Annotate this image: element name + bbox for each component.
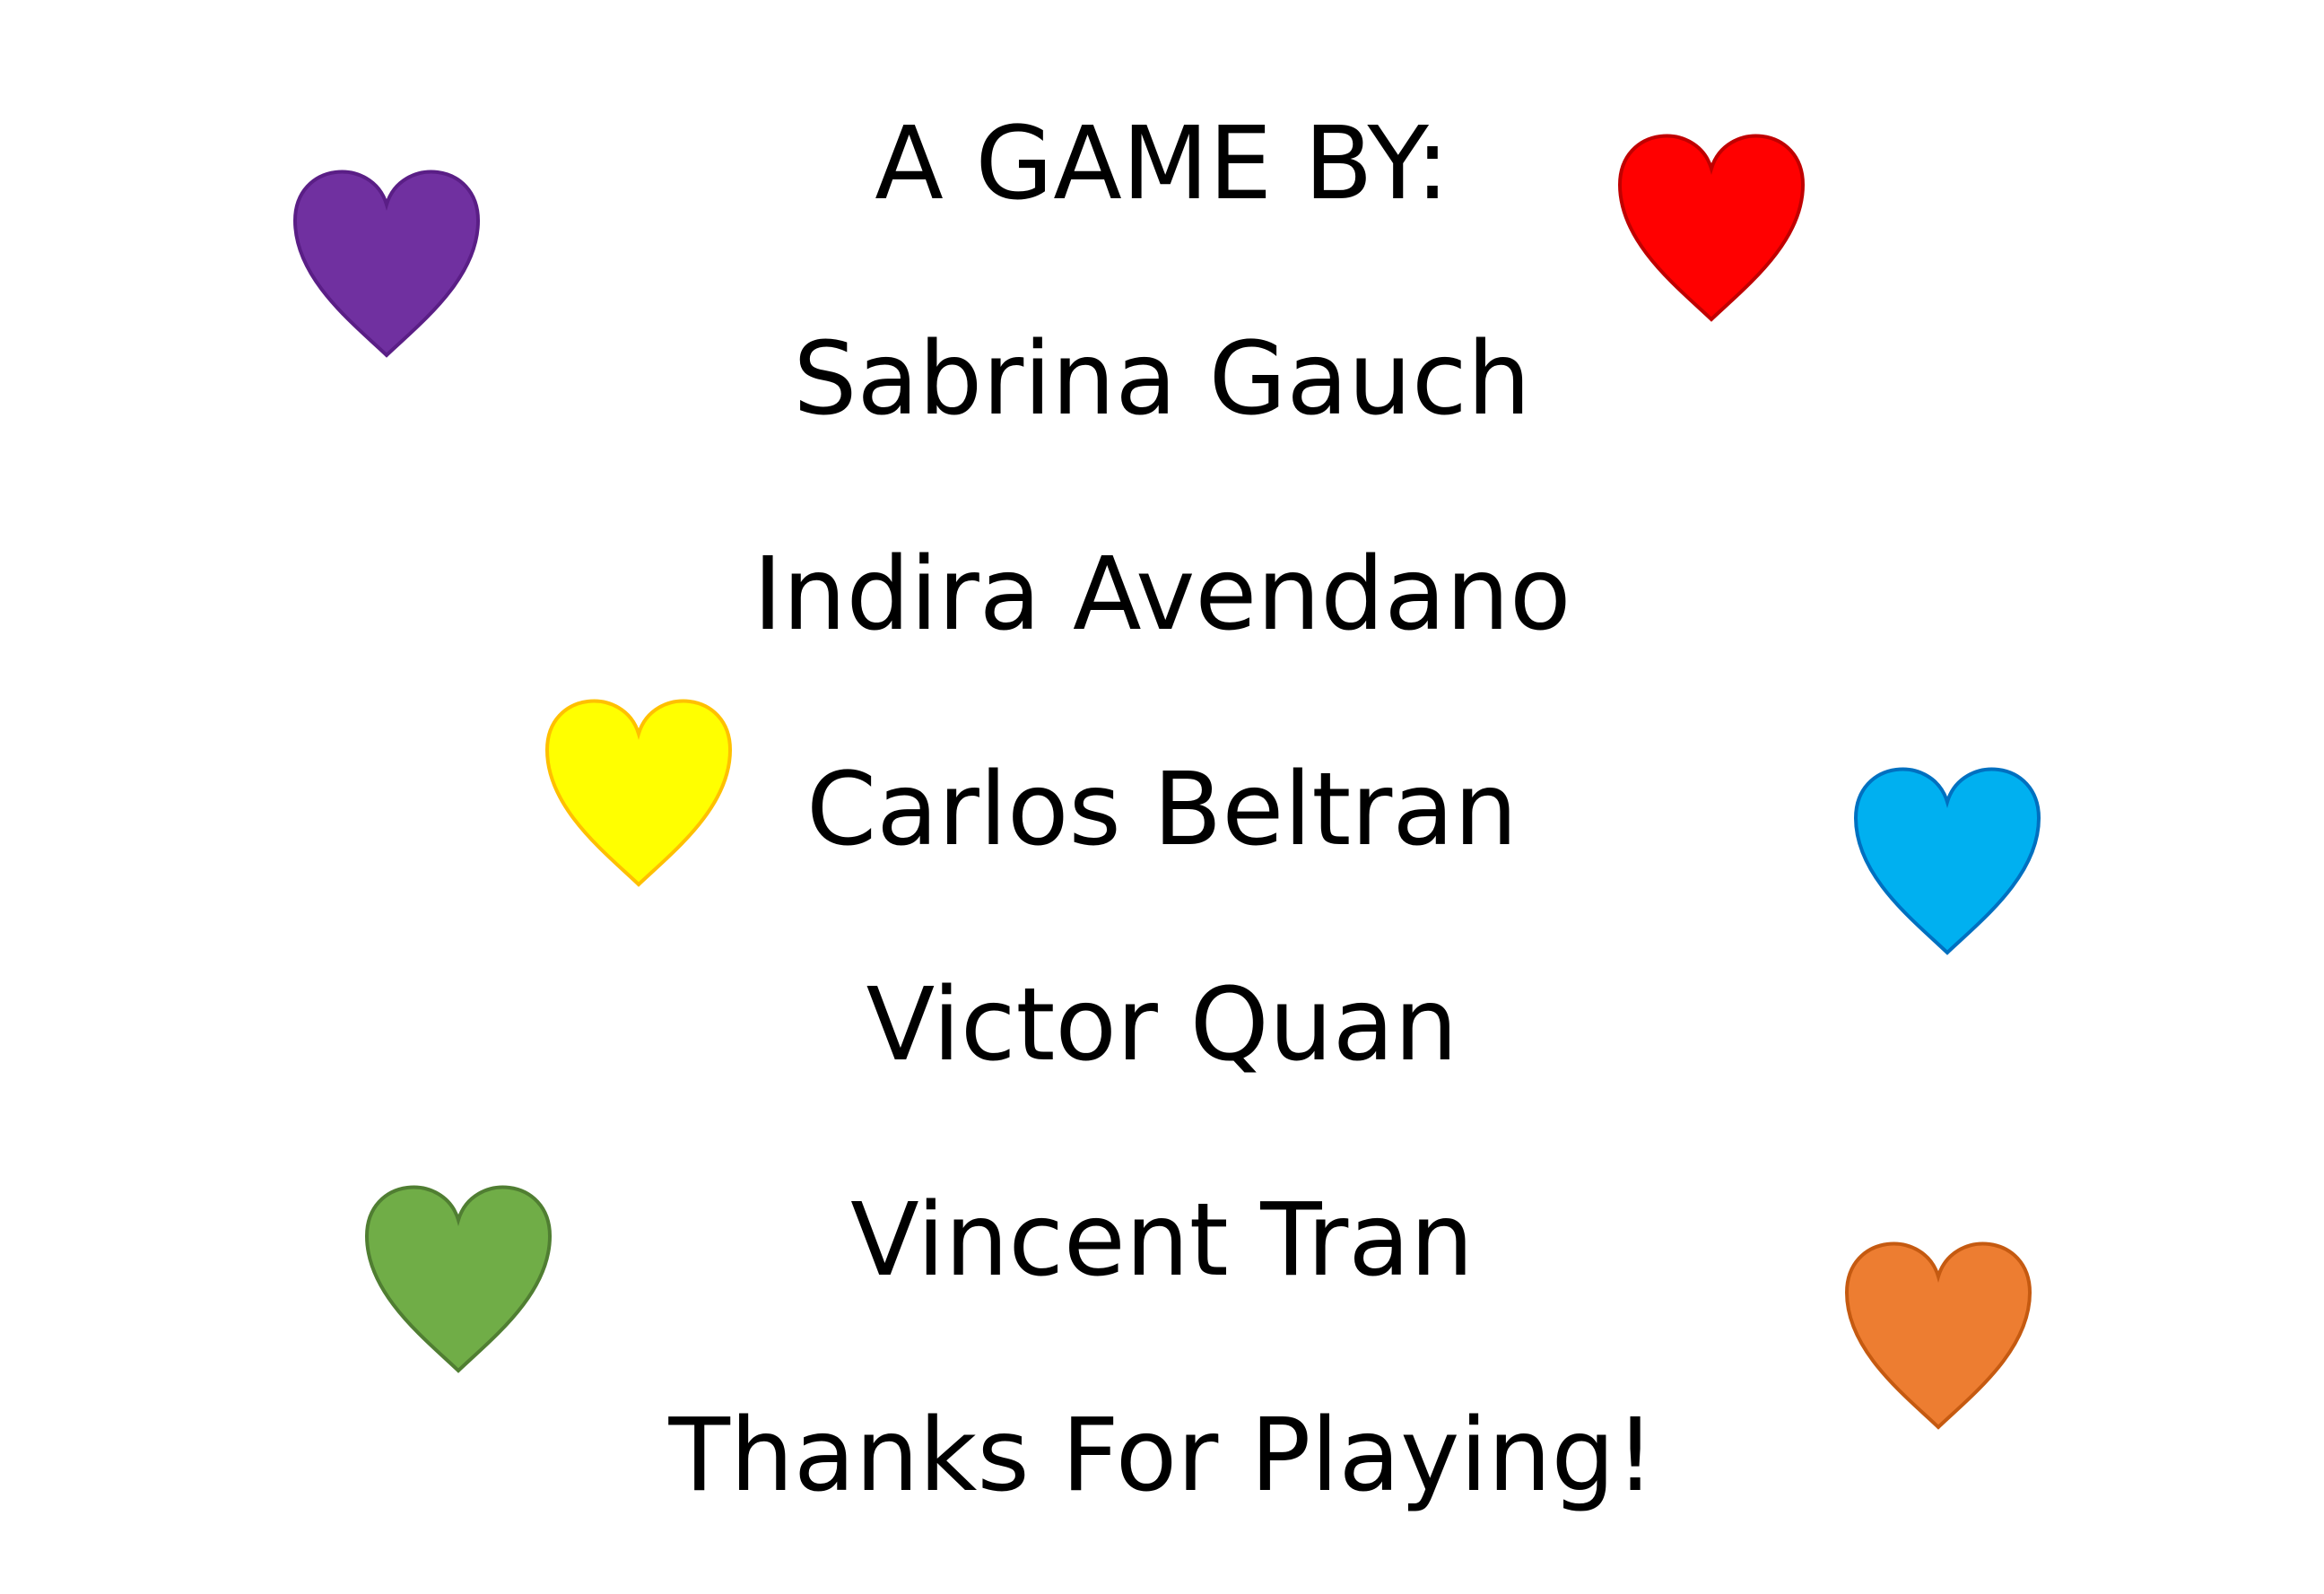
- credit-name: Carlos Beltran: [806, 752, 1518, 868]
- yellow-heart-icon: [542, 691, 735, 890]
- credits-heading: A GAME BY:: [875, 106, 1449, 222]
- closing-message: Thanks For Playing!: [668, 1398, 1656, 1514]
- credit-name: Vincent Tran: [850, 1182, 1474, 1299]
- credit-name: Victor Quan: [866, 967, 1458, 1084]
- blue-heart-icon: [1850, 759, 2044, 958]
- purple-heart-icon: [290, 161, 483, 361]
- red-heart-icon: [1615, 126, 1808, 325]
- credit-name: Sabrina Gauch: [793, 321, 1531, 438]
- green-heart-icon: [361, 1177, 555, 1376]
- orange-heart-icon: [1841, 1233, 2035, 1433]
- credit-name: Indira Avendano: [753, 536, 1571, 653]
